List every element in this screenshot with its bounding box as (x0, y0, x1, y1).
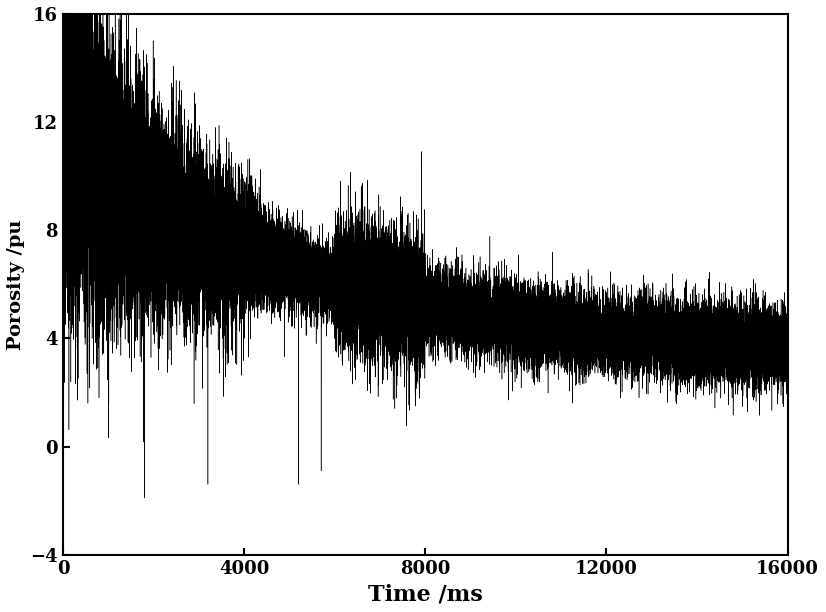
Y-axis label: Porosity /pu: Porosity /pu (7, 219, 25, 349)
X-axis label: Time /ms: Time /ms (368, 583, 482, 605)
